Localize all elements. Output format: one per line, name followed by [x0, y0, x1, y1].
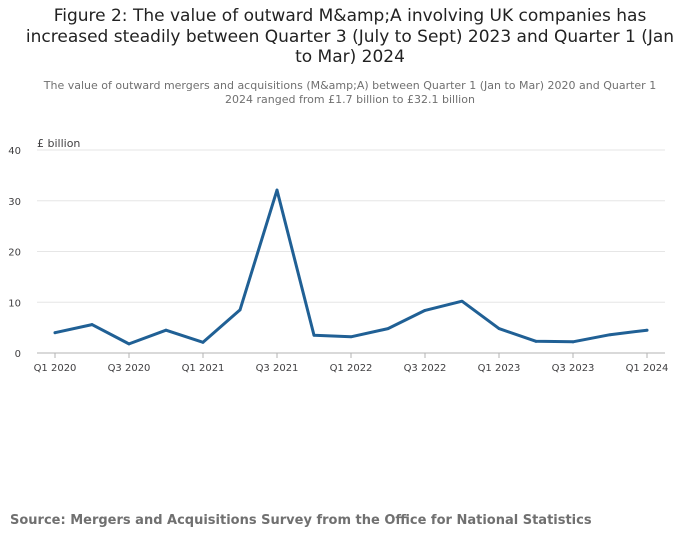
x-tick-label: Q1 2023	[478, 363, 521, 374]
data-point	[164, 328, 168, 332]
data-point	[608, 333, 612, 337]
data-point	[460, 299, 464, 303]
data-point	[645, 328, 649, 332]
data-point	[127, 342, 131, 346]
x-tick-label: Q1 2020	[34, 363, 77, 374]
data-point	[53, 331, 57, 335]
y-axis-ticks: 0 10 20 30 40	[8, 146, 21, 360]
data-point	[312, 333, 316, 337]
y-tick-label: 10	[8, 298, 21, 309]
data-point	[386, 327, 390, 331]
data-point	[534, 339, 538, 343]
data-point	[201, 340, 205, 344]
data-point	[571, 340, 575, 344]
x-tick-label: Q3 2022	[404, 363, 447, 374]
x-tick-label: Q3 2023	[552, 363, 595, 374]
y-tick-label: 20	[8, 248, 21, 259]
data-point	[423, 308, 427, 312]
gridlines	[37, 149, 665, 303]
x-tick-label: Q1 2024	[626, 363, 669, 374]
series-line-path	[53, 188, 649, 346]
x-tick-label: Q3 2021	[256, 363, 299, 374]
y-tick-label: 0	[15, 349, 21, 360]
data-point	[349, 335, 353, 339]
y-axis-label: £ billion	[37, 137, 80, 150]
x-axis-ticks: Q1 2020 Q3 2020 Q1 2021 Q3 2021 Q1 2022 Q3 20…	[34, 353, 669, 374]
x-tick-label: Q1 2022	[330, 363, 373, 374]
chart-subtitle: The value of outward mergers and acquisi…	[43, 79, 657, 106]
y-tick-label: 40	[8, 146, 21, 157]
chart-title: Figure 2: The value of outward M&amp;A i…	[25, 6, 675, 67]
data-point	[497, 327, 501, 331]
y-tick-label: 30	[8, 197, 21, 208]
series-line	[53, 188, 649, 346]
x-tick-label: Q3 2020	[108, 363, 151, 374]
data-point	[275, 188, 279, 192]
source-note: Source: Mergers and Acquisitions Survey …	[10, 513, 592, 528]
data-point	[90, 323, 94, 326]
data-point	[238, 308, 242, 312]
x-tick-label: Q1 2021	[182, 363, 225, 374]
